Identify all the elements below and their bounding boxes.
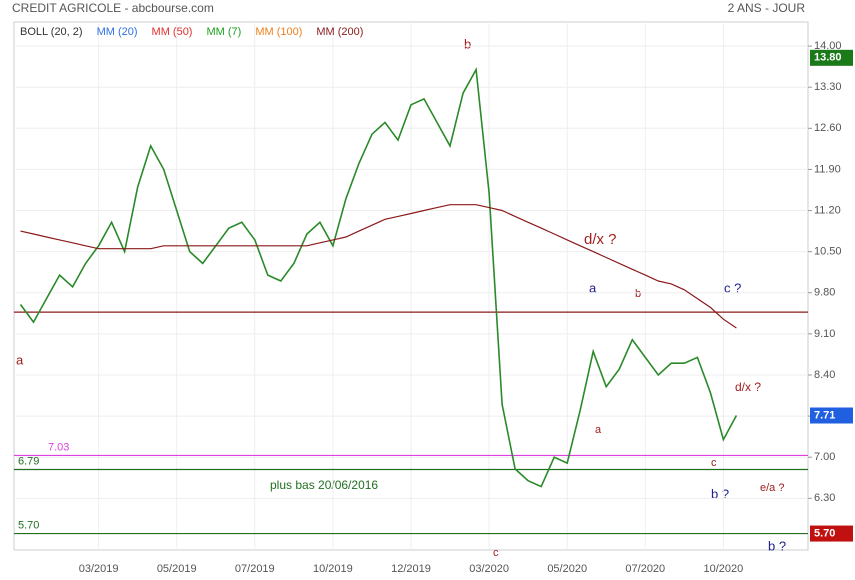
x-tick-label: 12/2019 bbox=[391, 563, 431, 575]
annotation: b ? bbox=[768, 538, 786, 553]
annotation: c bbox=[493, 547, 499, 559]
y-tick-label: 13.30 bbox=[814, 81, 842, 93]
level-label: 6.79 bbox=[18, 455, 39, 467]
annotation: c ? bbox=[724, 280, 741, 295]
legend-entry: BOLL (20, 2) bbox=[20, 26, 83, 38]
y-tick-label: 6.30 bbox=[814, 492, 835, 504]
legend-entry: MM (7) bbox=[206, 26, 241, 38]
x-tick-label: 10/2020 bbox=[704, 563, 744, 575]
y-tick-label: 7.00 bbox=[814, 451, 835, 463]
annotation: e/a ? bbox=[760, 482, 784, 494]
legend-entry: MM (200) bbox=[316, 26, 363, 38]
legend-entry: MM (50) bbox=[152, 26, 193, 38]
level-label: 7.03 bbox=[48, 441, 69, 453]
x-tick-label: 05/2020 bbox=[547, 563, 587, 575]
y-tick-label: 9.10 bbox=[814, 328, 835, 340]
series-line bbox=[19, 66, 738, 488]
annotation: b ? bbox=[711, 486, 729, 501]
price-marker bbox=[810, 525, 853, 542]
annotation: c bbox=[711, 457, 717, 469]
chart-subtitle: 2 ANS - JOUR bbox=[728, 1, 806, 15]
legend-entry: MM (20) bbox=[97, 26, 138, 38]
annotations: a b d/x ? a b c ? d/x ? a c b ? e/a ? b … bbox=[14, 22, 808, 559]
x-tick-label: 07/2019 bbox=[235, 563, 275, 575]
price-marker-label: 7.71 bbox=[814, 409, 835, 421]
price-marker-label: 5.70 bbox=[814, 527, 835, 539]
price-marker bbox=[810, 407, 853, 424]
level-label: 5.70 bbox=[18, 519, 39, 531]
annotation: a bbox=[16, 352, 24, 367]
x-tick-label: 10/2019 bbox=[313, 563, 353, 575]
y-tick-label: 14.00 bbox=[814, 40, 842, 52]
price-marker bbox=[810, 49, 853, 66]
annotation: b bbox=[464, 36, 471, 51]
x-tick-label: 03/2019 bbox=[79, 563, 119, 575]
x-tick-label: 03/2020 bbox=[469, 563, 509, 575]
x-tick-label: 07/2020 bbox=[625, 563, 665, 575]
annotation: d/x ? bbox=[735, 380, 761, 394]
chart-title: CREDIT AGRICOLE - abcbourse.com bbox=[12, 1, 214, 15]
y-tick-label: 9.80 bbox=[814, 287, 835, 299]
y-tick-label: 10.50 bbox=[814, 246, 842, 258]
y-tick-label: 11.20 bbox=[814, 204, 841, 216]
price-marker-label: 13.80 bbox=[814, 52, 842, 64]
annotation: a bbox=[589, 280, 597, 295]
annotation: b bbox=[635, 288, 641, 300]
x-tick-label: 05/2019 bbox=[157, 563, 197, 575]
y-tick-label: 11.90 bbox=[814, 163, 841, 175]
annotation: plus bas 20/06/2016 bbox=[270, 478, 378, 492]
annotation: d/x ? bbox=[584, 231, 617, 248]
series-line bbox=[20, 204, 737, 329]
y-tick-label: 8.40 bbox=[814, 369, 835, 381]
annotation: a bbox=[595, 424, 602, 436]
legend-entry: MM (100) bbox=[255, 26, 302, 38]
y-tick-label: 12.60 bbox=[814, 122, 842, 134]
